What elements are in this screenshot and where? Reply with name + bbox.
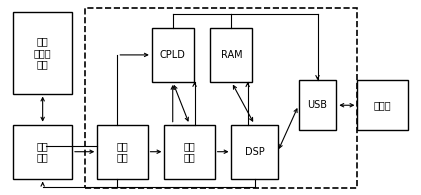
Bar <box>152 28 194 82</box>
Bar <box>357 80 408 130</box>
Bar <box>164 125 215 179</box>
Bar <box>85 8 357 189</box>
Bar <box>210 28 253 82</box>
Text: 计算机: 计算机 <box>374 100 392 110</box>
Text: USB: USB <box>307 100 328 110</box>
Bar <box>232 125 277 179</box>
Text: 驱动
电路: 驱动 电路 <box>37 141 48 162</box>
Text: RAM: RAM <box>221 50 242 60</box>
Text: 模数
转换: 模数 转换 <box>184 141 195 162</box>
Bar <box>13 12 72 94</box>
Bar <box>97 125 147 179</box>
Bar <box>298 80 336 130</box>
Text: DSP: DSP <box>245 147 264 157</box>
Bar <box>13 125 72 179</box>
Text: 模拟
处理: 模拟 处理 <box>117 141 128 162</box>
Text: 光电
二极管
阵列: 光电 二极管 阵列 <box>34 36 51 70</box>
Text: CPLD: CPLD <box>160 50 186 60</box>
